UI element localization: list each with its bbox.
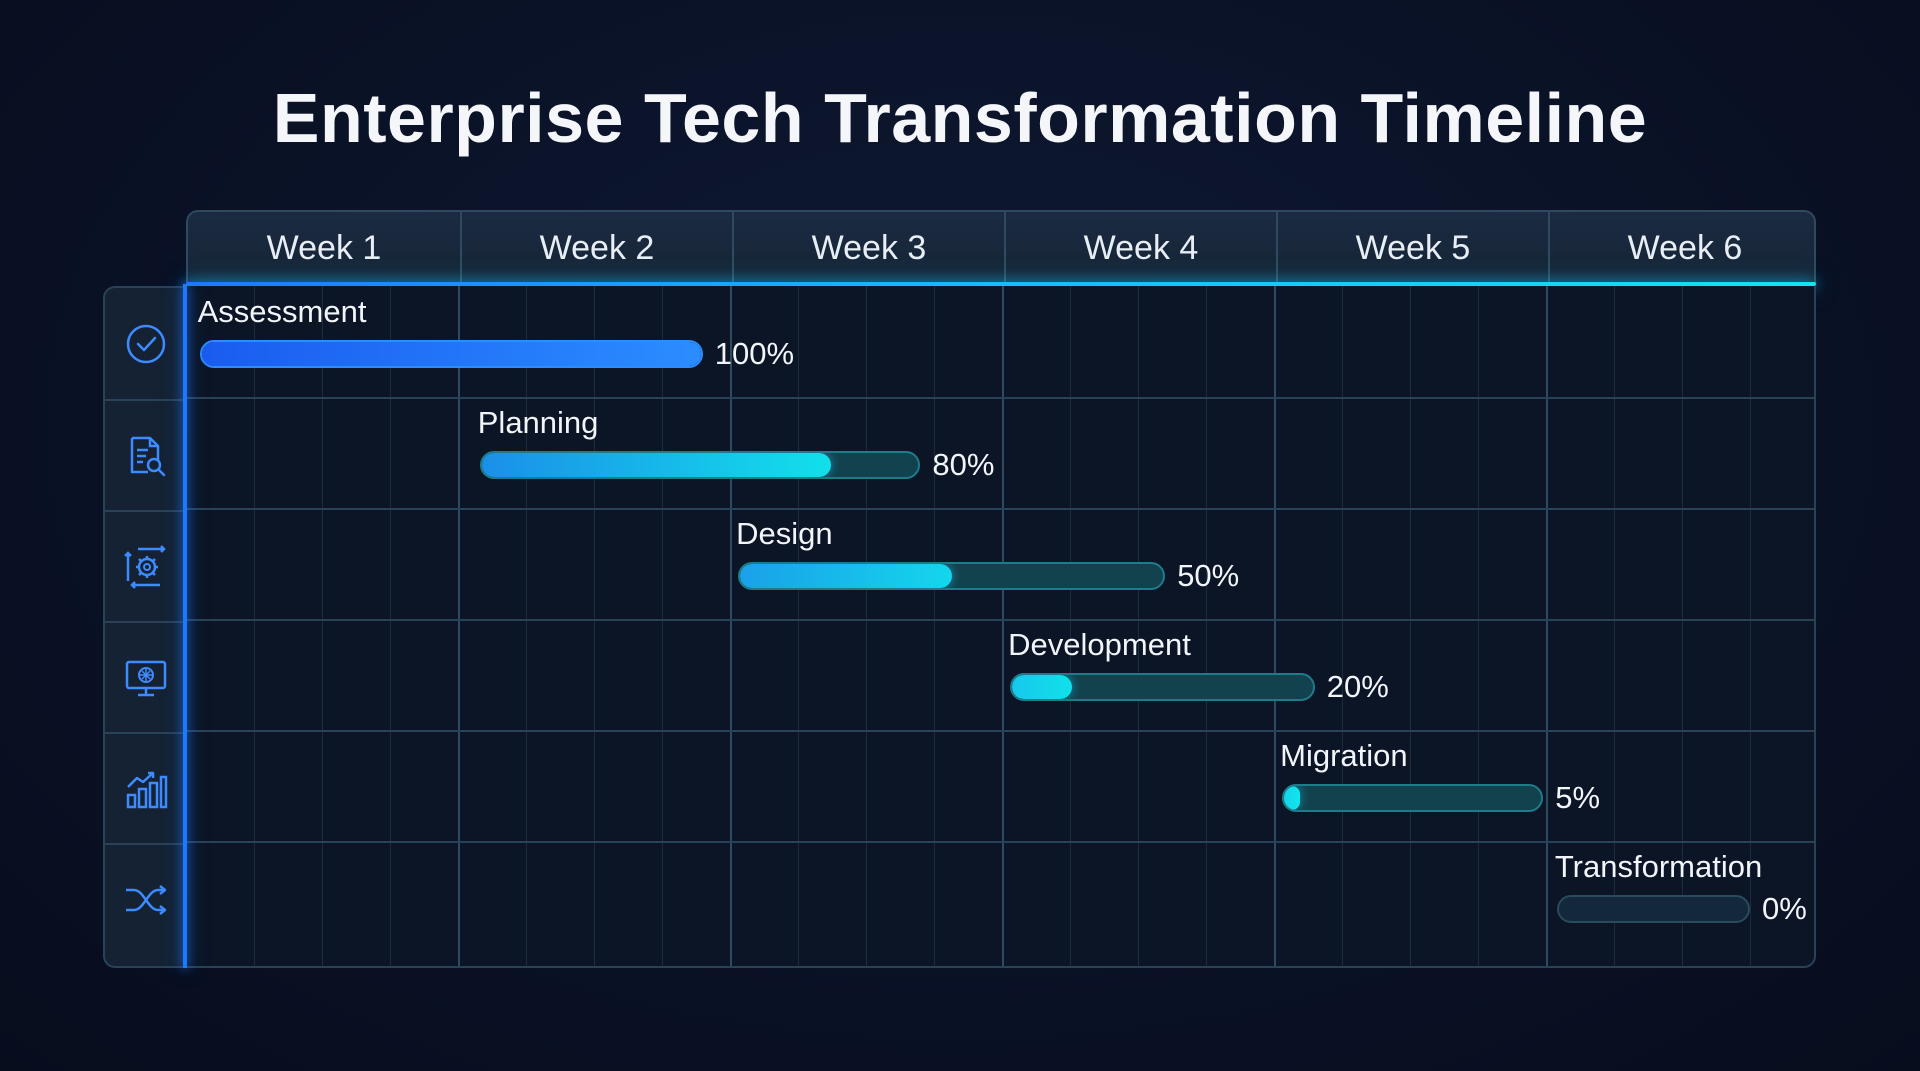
gantt-grid: Assessment 100% Planning 80% Design 50% Develo… [186,286,1816,968]
grid-minor-line [934,286,935,966]
task-percent-development: 20% [1326,669,1389,704]
task-progress-fill-migration [1284,786,1300,810]
gear-arrows-icon [124,544,166,589]
task-label-transformation: Transformation [1554,849,1763,884]
task-progress-fill-planning [481,453,832,477]
week-divider [730,286,732,966]
task-bar-design [738,562,1166,590]
grid-minor-line [526,286,527,966]
grid-minor-line [322,286,323,966]
week-header: Week 1 Week 2 Week 3 Week 4 Week 5 Week 6 [186,210,1816,284]
shuffle-icon [126,884,167,915]
task-progress-fill-assessment [201,342,701,366]
week-label-2: Week 2 [460,212,732,284]
sidebar-row-planning [105,399,187,510]
task-percent-design: 50% [1177,558,1240,593]
grid-minor-line [1478,286,1479,966]
task-label-assessment: Assessment [197,294,367,329]
grid-minor-line [390,286,391,966]
left-glow-line [183,284,187,968]
grid-minor-line [662,286,663,966]
row-divider [186,508,1814,510]
task-bar-transformation [1556,895,1750,923]
grid-minor-line [1750,286,1751,966]
chart-title: Enterprise Tech Transformation Timeline [272,79,1648,157]
sidebar-row-assessment [105,288,187,399]
grid-minor-line [1070,286,1071,966]
task-bar-development [1010,673,1315,701]
task-label-planning: Planning [477,405,599,440]
row-divider [186,397,1814,399]
task-percent-transformation: 0% [1762,891,1807,926]
grid-minor-line [866,286,867,966]
bar-chart-icon [126,771,168,808]
week-divider [1546,286,1548,966]
week-divider [1274,286,1276,966]
task-progress-fill-development [1012,675,1073,699]
sidebar-row-migration [105,732,187,843]
grid-minor-line [1410,286,1411,966]
task-label-development: Development [1008,627,1191,662]
grid-minor-line [594,286,595,966]
task-label-migration: Migration [1280,738,1408,773]
week-label-4: Week 4 [1004,212,1276,284]
week-label-5: Week 5 [1276,212,1548,284]
task-icon-sidebar [103,286,187,968]
task-percent-assessment: 100% [714,336,795,371]
grid-minor-line [1138,286,1139,966]
grid-minor-line [1342,286,1343,966]
sidebar-row-design [105,510,187,621]
week-label-3: Week 3 [732,212,1004,284]
task-percent-planning: 80% [932,447,995,482]
task-bar-migration [1282,784,1544,812]
week-divider [1002,286,1004,966]
sidebar-row-transformation [105,843,187,954]
task-progress-fill-design [740,564,952,588]
week-divider [458,286,460,966]
row-divider [186,730,1814,732]
grid-minor-line [254,286,255,966]
sidebar-row-development [105,621,187,732]
monitor-icon [125,660,167,696]
grid-minor-line [1206,286,1207,966]
task-percent-migration: 5% [1555,780,1601,815]
header-glow-line [186,282,1816,286]
grid-minor-line [1614,286,1615,966]
task-bar-planning [479,451,921,479]
row-divider [186,619,1814,621]
document-search-icon [130,436,166,476]
task-label-design: Design [736,516,833,551]
row-divider [186,841,1814,843]
week-label-6: Week 6 [1548,212,1820,284]
grid-minor-line [798,286,799,966]
week-label-1: Week 1 [266,229,382,267]
check-circle-icon [126,324,166,363]
task-bar-assessment [199,340,703,368]
grid-minor-line [1682,286,1683,966]
